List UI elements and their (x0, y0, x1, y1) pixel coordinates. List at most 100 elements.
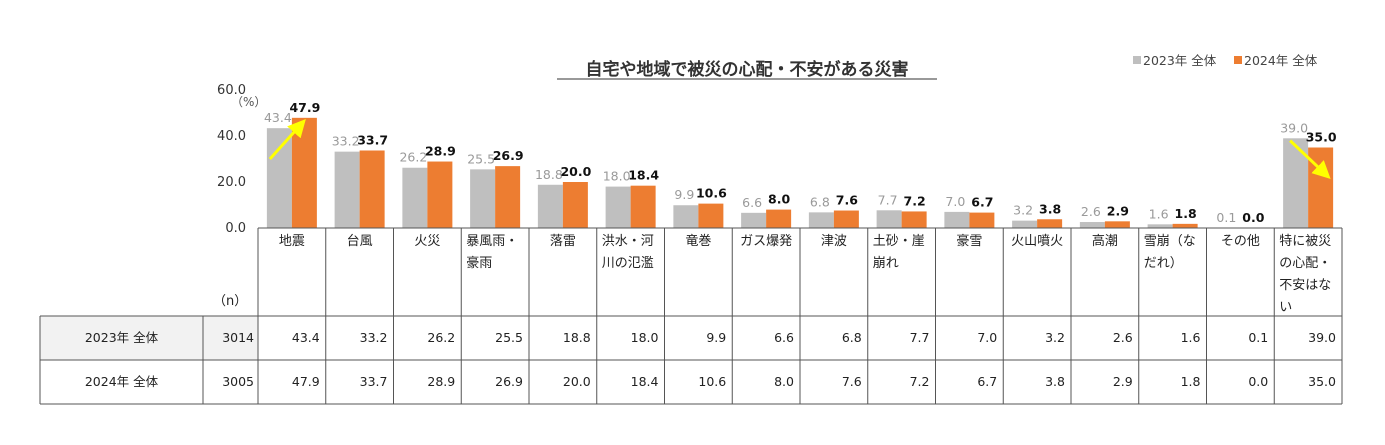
data-label-2024: 28.9 (425, 144, 456, 159)
trend-arrow (268, 118, 306, 161)
table-cell: 6.6 (774, 330, 794, 345)
bar-2024 (1037, 219, 1063, 228)
bar-2023 (741, 212, 767, 228)
bar-2023 (402, 167, 428, 228)
legend-swatch-2024 (1234, 56, 1242, 64)
table-cell: 47.9 (292, 374, 320, 389)
bar-2023 (470, 169, 496, 228)
table-cell: 7.2 (910, 374, 930, 389)
bar-2023 (266, 128, 292, 228)
table-cell: 6.8 (842, 330, 862, 345)
category-label: 不安はな (1279, 278, 1331, 293)
category-label: 台風 (347, 234, 373, 249)
category-label: 落雷 (550, 234, 576, 249)
data-label-2023: 0.1 (1216, 210, 1236, 225)
table-cell: 20.0 (563, 374, 591, 389)
table-cell: 1.8 (1181, 374, 1201, 389)
table-cell: 3.2 (1045, 330, 1065, 345)
data-label-2023: 18.0 (603, 169, 631, 184)
data-label-2024: 6.7 (971, 195, 993, 210)
row-header: 2023年 全体 (85, 330, 159, 345)
table-cell: 3.8 (1045, 374, 1065, 389)
bar-2024 (766, 209, 792, 228)
table-cell: 35.0 (1308, 374, 1336, 389)
bar-2024 (495, 166, 521, 228)
table-cell: 43.4 (292, 330, 320, 345)
table-cell: 0.1 (1248, 330, 1268, 345)
n-header: （n） (213, 294, 247, 309)
data-label-2024: 7.2 (904, 193, 926, 208)
data-label-2024: 2.9 (1107, 203, 1129, 218)
data-label-2023: 26.2 (399, 150, 427, 165)
data-label-2023: 18.8 (535, 167, 563, 182)
table-cell: 2.6 (1113, 330, 1133, 345)
table-cell: 7.6 (842, 374, 862, 389)
n-cell: 3005 (222, 374, 254, 389)
category-label: 洪水・河 (602, 234, 654, 249)
bar-2023 (944, 211, 970, 228)
data-label-2024: 0.0 (1242, 210, 1264, 225)
table-cell: 0.0 (1248, 374, 1268, 389)
category-label: い (1279, 300, 1292, 315)
category-label: 特に被災 (1279, 234, 1331, 249)
data-label-2023: 3.2 (1013, 203, 1033, 218)
table-cell: 10.6 (698, 374, 726, 389)
legend-label-2024: 2024年 全体 (1244, 53, 1318, 68)
category-label: だれ） (1144, 256, 1183, 271)
data-label-2023: 33.2 (332, 134, 360, 149)
data-label-2024: 18.4 (628, 168, 659, 183)
y-tick-label: 20.0 (217, 175, 246, 190)
bar-2024 (1104, 221, 1130, 228)
bar-2024 (901, 211, 927, 228)
y-tick-label: 0.0 (225, 221, 246, 236)
bar-2024 (562, 182, 588, 228)
chart-title: 自宅や地域で被災の心配・不安がある災害 (586, 59, 909, 80)
table-cell: 7.7 (910, 330, 930, 345)
trend-arrow (1289, 139, 1331, 179)
table-cell: 1.6 (1181, 330, 1201, 345)
data-label-2023: 6.8 (810, 194, 830, 209)
category-label: ガス爆発 (740, 234, 792, 249)
bar-2023 (673, 205, 699, 228)
bar-2023 (876, 210, 902, 228)
category-label: 豪雨 (466, 255, 492, 271)
y-tick-label: 40.0 (217, 129, 246, 144)
bar-2023 (1079, 222, 1105, 228)
bar-2024 (833, 210, 859, 228)
category-label: 雪崩（な (1144, 234, 1196, 249)
table-cell: 39.0 (1308, 330, 1336, 345)
category-label: 竜巻 (685, 234, 711, 249)
category-label: 火災 (414, 234, 440, 249)
data-label-2023: 25.5 (467, 151, 495, 166)
table-cell: 26.2 (427, 330, 455, 345)
data-label-2023: 1.6 (1149, 206, 1169, 221)
bar-2024 (359, 150, 385, 228)
table-cell: 9.9 (706, 330, 726, 345)
bar-2023 (1283, 138, 1309, 228)
table-cell: 28.9 (427, 374, 455, 389)
table-cell: 8.0 (774, 374, 794, 389)
y-unit-label: （%） (231, 95, 266, 109)
data-label-2024: 20.0 (560, 164, 591, 179)
table-cell: 2.9 (1113, 374, 1133, 389)
data-label-2024: 33.7 (357, 132, 388, 147)
category-label: 土砂・崖 (873, 234, 925, 249)
data-label-2024: 35.0 (1306, 130, 1337, 145)
category-label: その他 (1221, 234, 1260, 249)
data-label-2024: 8.0 (768, 192, 790, 207)
bar-2024 (698, 203, 724, 228)
category-label: 火山噴火 (1011, 234, 1063, 249)
data-label-2024: 7.6 (836, 193, 858, 208)
table-cell: 26.9 (495, 374, 523, 389)
y-tick-label: 60.0 (217, 83, 246, 98)
table-cell: 18.8 (563, 330, 591, 345)
category-label: 津波 (821, 234, 847, 249)
table-cell: 18.0 (631, 330, 659, 345)
data-label-2023: 2.6 (1081, 204, 1101, 219)
legend-swatch-2023 (1133, 56, 1141, 64)
data-label-2023: 7.0 (945, 194, 965, 209)
category-label: 高潮 (1092, 233, 1118, 249)
table-cell: 7.0 (977, 330, 997, 345)
category-label: 崩れ (873, 256, 899, 271)
